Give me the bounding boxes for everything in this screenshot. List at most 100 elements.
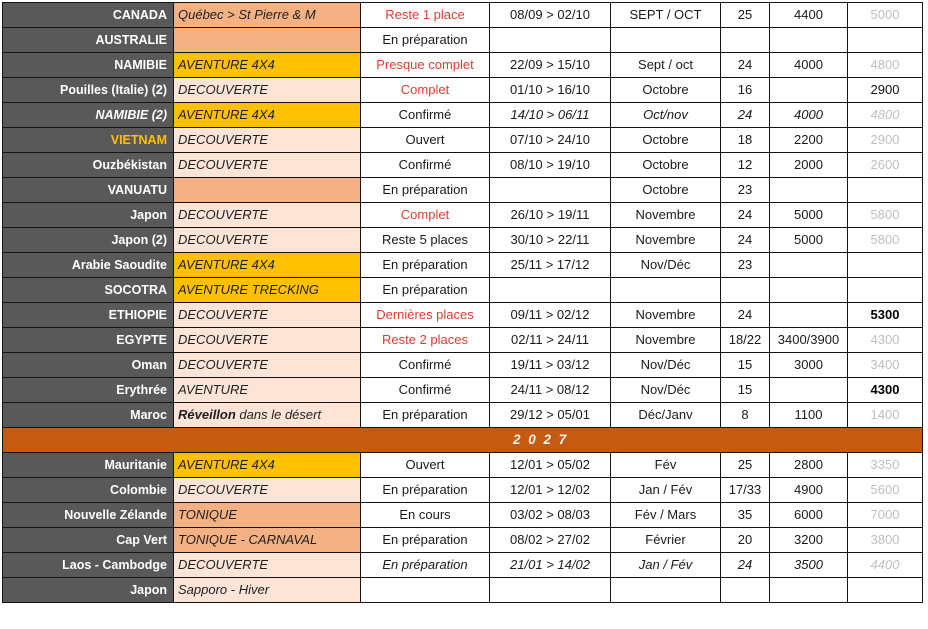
dates-cell: 30/10 > 22/11 <box>489 227 611 253</box>
seats-cell: 25 <box>720 2 770 28</box>
seats-cell <box>720 27 770 53</box>
trip-type-cell: AVENTURE TRECKING <box>173 277 361 303</box>
month-cell <box>610 577 721 603</box>
crossed-price-cell: 5000 <box>847 2 923 28</box>
month-cell: Octobre <box>610 152 721 178</box>
status-cell: En préparation <box>360 477 490 503</box>
dates-cell: 12/01 > 12/02 <box>489 477 611 503</box>
dates-cell: 29/12 > 05/01 <box>489 402 611 428</box>
price-cell <box>769 377 848 403</box>
status-cell: Reste 1 place <box>360 2 490 28</box>
table-row: Japon Sapporo - Hiver <box>2 577 923 603</box>
month-cell: Octobre <box>610 77 721 103</box>
price-cell: 5000 <box>769 227 848 253</box>
table-row: VANUATU En préparation Octobre 23 <box>2 177 923 203</box>
price-cell: 1100 <box>769 402 848 428</box>
seats-cell: 17/33 <box>720 477 770 503</box>
destination-cell: EGYPTE <box>2 327 174 353</box>
dates-cell <box>489 277 611 303</box>
crossed-price-cell: 5300 <box>847 302 923 328</box>
destination-cell: Cap Vert <box>2 527 174 553</box>
status-cell: En préparation <box>360 402 490 428</box>
table-row: VIETNAM DECOUVERTE Ouvert 07/10 > 24/10 Octo… <box>2 127 923 153</box>
seats-cell: 12 <box>720 152 770 178</box>
table-row: Cap Vert TONIQUE - CARNAVAL En préparation… <box>2 527 923 553</box>
year-divider-row: 2 0 2 7 <box>2 427 923 453</box>
dates-cell: 21/01 > 14/02 <box>489 552 611 578</box>
crossed-price-cell <box>847 577 923 603</box>
status-cell: Presque complet <box>360 52 490 78</box>
status-cell: En préparation <box>360 552 490 578</box>
table-row: Arabie Saoudite AVENTURE 4X4 En préparatio… <box>2 252 923 278</box>
dates-cell: 12/01 > 05/02 <box>489 452 611 478</box>
price-cell <box>769 77 848 103</box>
dates-cell <box>489 27 611 53</box>
trip-type-cell: Sapporo - Hiver <box>173 577 361 603</box>
crossed-price-cell: 5600 <box>847 477 923 503</box>
dates-cell: 08/09 > 02/10 <box>489 2 611 28</box>
table-row: Laos - Cambodge DECOUVERTE En préparation 2… <box>2 552 923 578</box>
price-cell: 2800 <box>769 452 848 478</box>
seats-cell: 24 <box>720 52 770 78</box>
crossed-price-cell: 1400 <box>847 402 923 428</box>
status-cell: Reste 2 places <box>360 327 490 353</box>
status-cell: Dernières places <box>360 302 490 328</box>
seats-cell: 24 <box>720 102 770 128</box>
status-cell: Complet <box>360 202 490 228</box>
month-cell <box>610 277 721 303</box>
month-cell: Nov/Déc <box>610 252 721 278</box>
seats-cell: 35 <box>720 502 770 528</box>
dates-cell: 08/02 > 27/02 <box>489 527 611 553</box>
table-row: Colombie DECOUVERTE En préparation 12/01 > … <box>2 477 923 503</box>
month-cell: Jan / Fév <box>610 552 721 578</box>
price-cell: 5000 <box>769 202 848 228</box>
destination-cell: Nouvelle Zélande <box>2 502 174 528</box>
status-cell: Ouvert <box>360 127 490 153</box>
month-cell: Octobre <box>610 177 721 203</box>
price-cell: 4400 <box>769 2 848 28</box>
status-cell: Confirmé <box>360 352 490 378</box>
destination-cell: VIETNAM <box>2 127 174 153</box>
dates-cell: 24/11 > 08/12 <box>489 377 611 403</box>
crossed-price-cell: 4800 <box>847 102 923 128</box>
destination-cell: CANADA <box>2 2 174 28</box>
dates-cell: 14/10 > 06/11 <box>489 102 611 128</box>
price-cell: 3500 <box>769 552 848 578</box>
table-row: Erythrée AVENTURE Confirmé 24/11 > 08/12 Nov… <box>2 377 923 403</box>
month-cell: Février <box>610 527 721 553</box>
month-cell: Sept / oct <box>610 52 721 78</box>
seats-cell: 24 <box>720 552 770 578</box>
price-cell: 4900 <box>769 477 848 503</box>
crossed-price-cell: 3800 <box>847 527 923 553</box>
destination-cell: Maroc <box>2 402 174 428</box>
crossed-price-cell: 2900 <box>847 77 923 103</box>
seats-cell: 18/22 <box>720 327 770 353</box>
trip-type-cell: DECOUVERTE <box>173 227 361 253</box>
price-cell: 4000 <box>769 52 848 78</box>
trip-type-cell: AVENTURE <box>173 377 361 403</box>
trip-type-cell: AVENTURE 4X4 <box>173 52 361 78</box>
status-cell: Complet <box>360 77 490 103</box>
table-row: Maroc Réveillon dans le désert En préparat… <box>2 402 923 428</box>
seats-cell: 16 <box>720 77 770 103</box>
month-cell: Novembre <box>610 302 721 328</box>
destination-cell: VANUATU <box>2 177 174 203</box>
crossed-price-cell: 2900 <box>847 127 923 153</box>
dates-cell: 25/11 > 17/12 <box>489 252 611 278</box>
price-cell <box>769 252 848 278</box>
trip-type-cell: AVENTURE 4X4 <box>173 452 361 478</box>
crossed-price-cell: 4300 <box>847 327 923 353</box>
dates-cell: 08/10 > 19/10 <box>489 152 611 178</box>
crossed-price-cell: 7000 <box>847 502 923 528</box>
crossed-price-cell: 2600 <box>847 152 923 178</box>
trip-type-cell: Québec > St Pierre & M <box>173 2 361 28</box>
crossed-price-cell: 3350 <box>847 452 923 478</box>
trip-type-cell: DECOUVERTE <box>173 202 361 228</box>
table-body: CANADA Québec > St Pierre & M Reste 1 plac… <box>2 2 923 603</box>
table-row: Nouvelle Zélande TONIQUE En cours 03/02 > 0… <box>2 502 923 528</box>
month-cell: Oct/nov <box>610 102 721 128</box>
trip-type-cell: DECOUVERTE <box>173 352 361 378</box>
table-row: NAMIBIE (2) AVENTURE 4X4 Confirmé 14/10 > 0… <box>2 102 923 128</box>
trip-type-cell: AVENTURE 4X4 <box>173 252 361 278</box>
month-cell: Déc/Janv <box>610 402 721 428</box>
